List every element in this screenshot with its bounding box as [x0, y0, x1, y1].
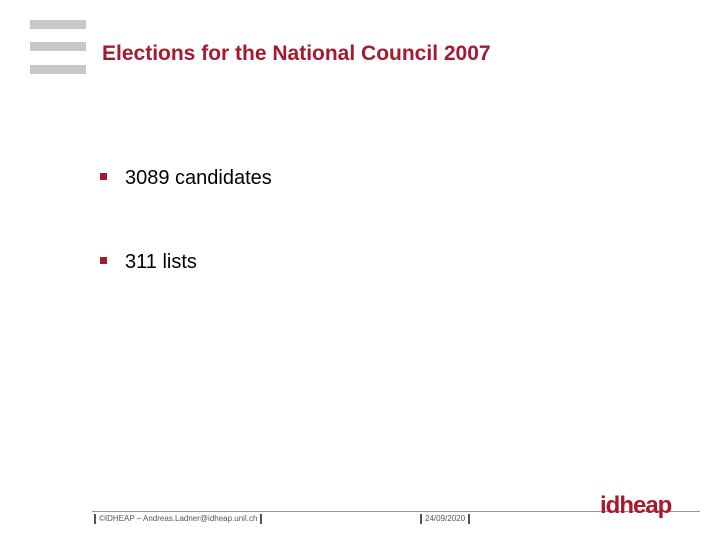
bullet-text: 311 lists	[125, 251, 197, 273]
decor-bar	[30, 42, 86, 51]
footer-date: 24/09/2020	[420, 514, 471, 524]
decor-bar	[30, 65, 86, 74]
logo: idheap	[600, 492, 672, 519]
footer-rule	[92, 511, 700, 512]
slide-title: Elections for the National Council 2007	[102, 42, 491, 65]
bullet-item: 3089 candidates	[100, 167, 272, 190]
bullet-item: 311 lists	[100, 251, 197, 274]
bullet-text: 3089 candidates	[125, 167, 272, 189]
footer-copyright: ©IDHEAP – Andreas.Ladner@idheap.unil.ch	[94, 514, 263, 524]
decor-bar	[30, 20, 86, 29]
